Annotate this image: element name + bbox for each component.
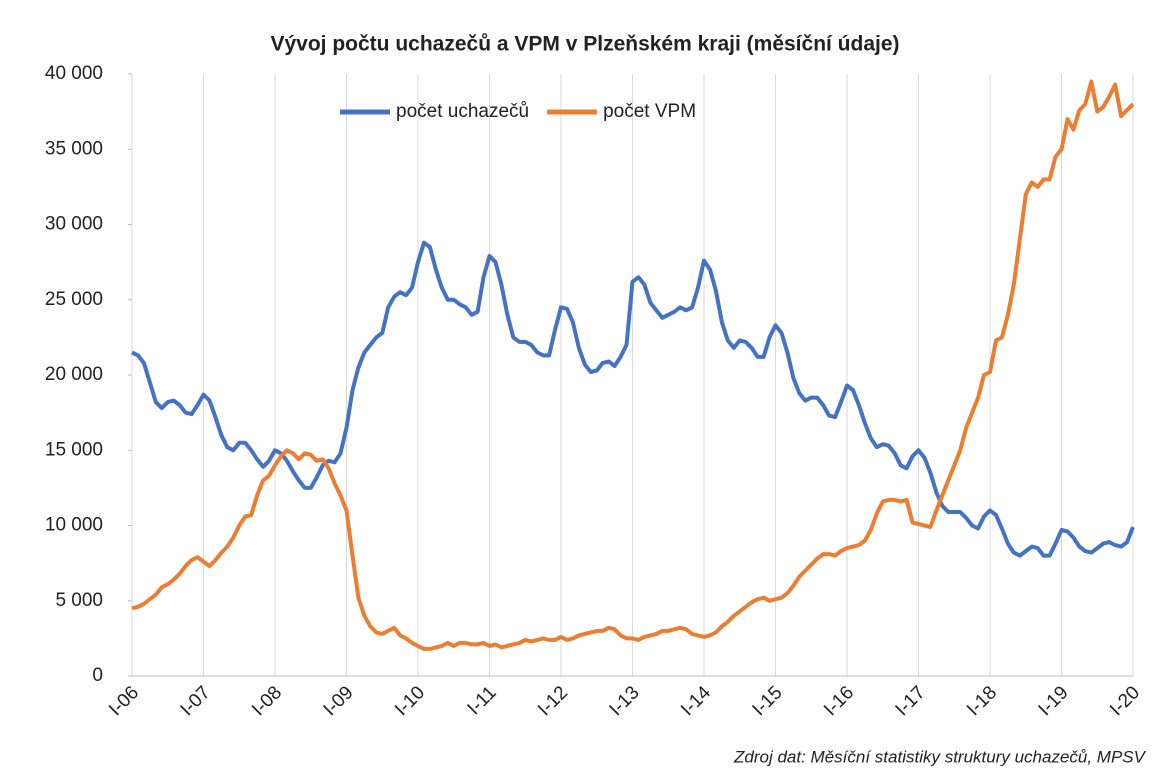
- y-tick-label: 35 000: [45, 138, 103, 159]
- y-tick-label: 15 000: [45, 439, 103, 460]
- series-line: [131, 79, 1135, 651]
- legend-label: počet VPM: [603, 101, 696, 122]
- chart-title: Vývoj počtu uchazečů a VPM v Plzeňském k…: [270, 33, 899, 56]
- y-tick-label: 10 000: [45, 515, 103, 536]
- y-tick-label: 20 000: [45, 364, 103, 385]
- y-tick-label: 0: [92, 665, 103, 686]
- y-tick-label: 40 000: [45, 63, 103, 84]
- y-tick-label: 25 000: [45, 289, 103, 310]
- y-tick-label: 5 000: [55, 590, 103, 611]
- source-note: Zdroj dat: Měsíční statistiky struktury …: [733, 747, 1147, 766]
- legend-label: počet uchazečů: [396, 101, 529, 122]
- y-tick-label: 30 000: [45, 214, 103, 235]
- series-line: [131, 240, 1135, 558]
